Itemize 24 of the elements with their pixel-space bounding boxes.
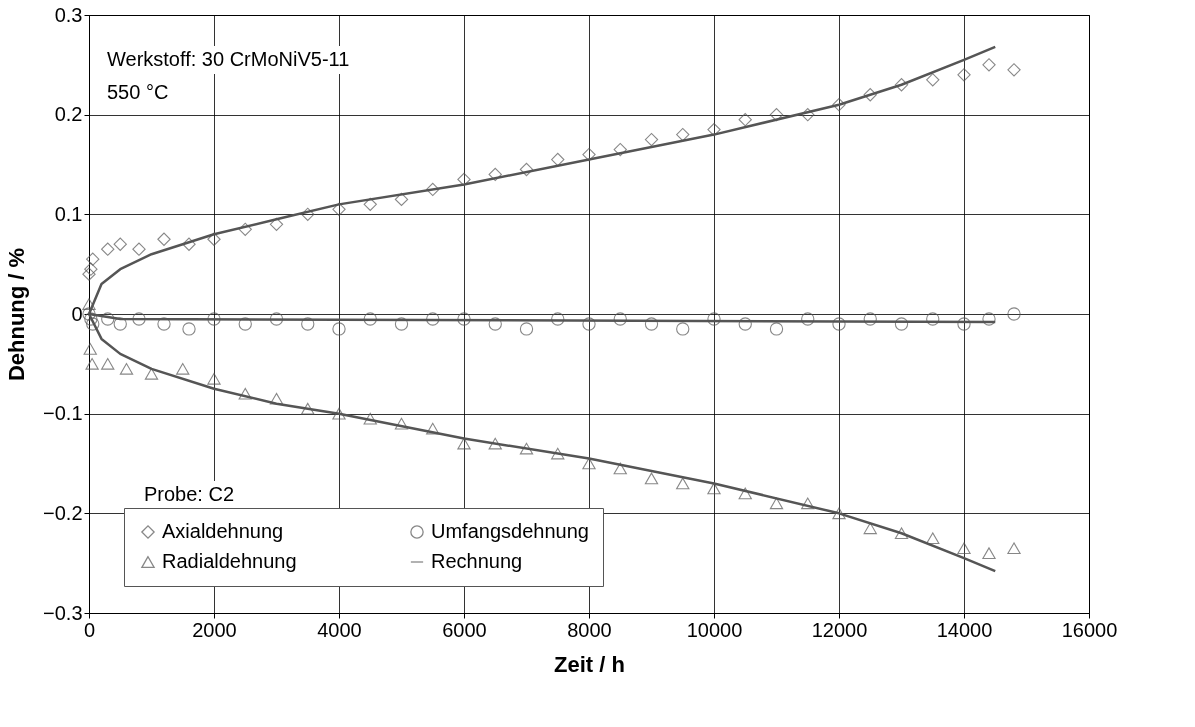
x-axis-title: Zeit / h — [554, 651, 625, 677]
x-tick-label: 4000 — [317, 618, 362, 641]
x-tick-label: 8000 — [567, 618, 612, 641]
x-tick-label: 14000 — [936, 618, 993, 641]
y-tick-label: −0.3 — [43, 601, 83, 624]
y-tick-label: −0.2 — [43, 501, 83, 524]
legend-label: Umfangsdehnung — [431, 520, 589, 542]
y-tick-label: 0.2 — [54, 103, 83, 126]
y-axis-title: Dehnung / % — [4, 247, 30, 382]
legend-label: Rechnung — [431, 550, 523, 572]
y-tick-label: −0.1 — [43, 402, 83, 425]
annotation: Probe: C2 — [144, 483, 235, 505]
annotation: Werkstoff: 30 CrMoNiV5-11 — [107, 48, 350, 70]
x-tick-label: 12000 — [811, 618, 868, 641]
x-tick-label: 16000 — [1061, 618, 1118, 641]
legend-label: Axialdehnung — [162, 520, 284, 542]
legend-label: Radialdehnung — [162, 550, 297, 572]
annotation: 550 °C — [107, 81, 169, 103]
y-tick-label: 0.1 — [54, 202, 83, 225]
x-tick-label: 2000 — [192, 618, 237, 641]
x-tick-label: 10000 — [686, 618, 743, 641]
y-tick-label: 0 — [71, 302, 83, 325]
x-tick-label: 6000 — [442, 618, 487, 641]
y-tick-label: 0.3 — [54, 3, 83, 26]
